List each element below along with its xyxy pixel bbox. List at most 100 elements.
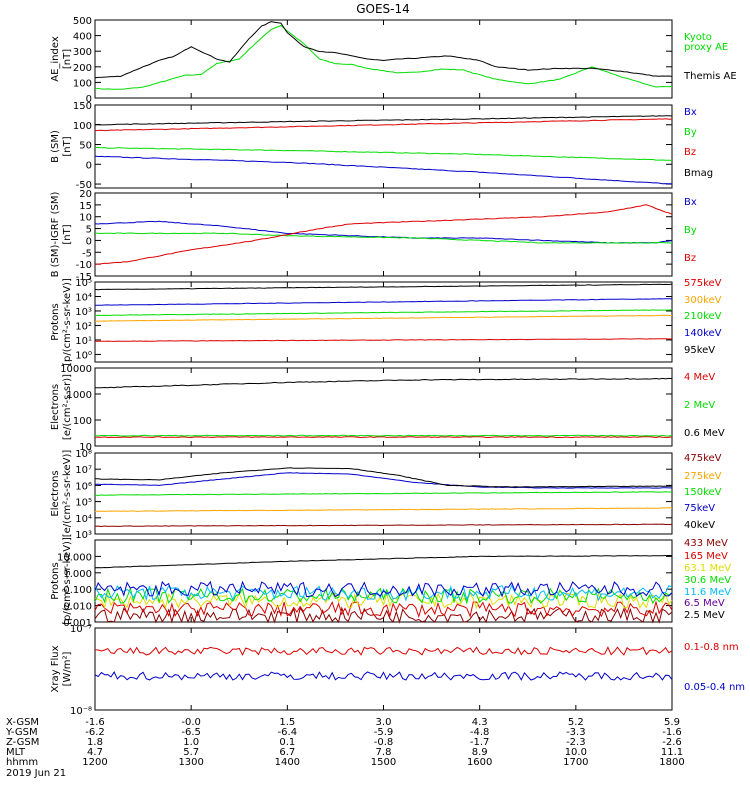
y-tick-label: 50 bbox=[79, 141, 92, 152]
legend-label: 433 MeV bbox=[684, 538, 728, 549]
y-axis-unit: [nT] bbox=[62, 224, 73, 244]
series-protons1-4 bbox=[94, 283, 673, 291]
legend-label: 11.6 MeV bbox=[684, 587, 731, 598]
series-bigrf-1 bbox=[94, 232, 672, 244]
y-tick-label: 10⁶ bbox=[75, 481, 92, 492]
x-row-value: 1600 bbox=[467, 757, 492, 768]
y-axis-label: Electrons bbox=[50, 384, 61, 430]
y-tick-label: 10⁴ bbox=[75, 514, 92, 525]
legend-label: 0.05-0.4 nm bbox=[684, 682, 745, 693]
y-axis-label: Protons bbox=[50, 562, 61, 599]
y-tick-label: 10 bbox=[79, 213, 92, 224]
y-tick-label: 10⁵ bbox=[75, 498, 92, 509]
legend-label: proxy AE bbox=[684, 42, 728, 53]
series-protons2-6 bbox=[94, 555, 673, 569]
legend-label: 275keV bbox=[684, 471, 722, 482]
legend-label: 165 MeV bbox=[684, 551, 728, 562]
y-tick-label: -15 bbox=[76, 272, 92, 283]
series-protons1-2 bbox=[94, 309, 673, 316]
legend-label: 40keV bbox=[684, 520, 715, 531]
x-row-value: 1700 bbox=[563, 757, 588, 768]
series-electrons2-0 bbox=[94, 523, 673, 528]
series-electrons1-1 bbox=[94, 434, 673, 437]
panel-frame-ae bbox=[94, 19, 673, 99]
legend-label: 0.6 MeV bbox=[684, 428, 725, 439]
x-row-value: -6.2 bbox=[85, 727, 105, 738]
panel-frame-protons2 bbox=[94, 539, 673, 623]
y-axis-unit: [p/(cm²-s-sr-keV)] bbox=[62, 278, 73, 366]
series-electrons2-1 bbox=[94, 507, 673, 512]
y-tick-label: 10³ bbox=[75, 307, 92, 318]
x-row-name: X-GSM bbox=[6, 717, 39, 728]
y-tick-label: 10¹ bbox=[75, 336, 92, 347]
legend-label: 150keV bbox=[684, 487, 722, 498]
x-row-value: 5.7 bbox=[183, 747, 199, 758]
legend-label: 6.5 MeV bbox=[684, 598, 725, 609]
series-bigrf-2 bbox=[94, 204, 673, 265]
y-axis-label: Electrons bbox=[50, 470, 61, 516]
y-tick-label: 100 bbox=[73, 121, 92, 132]
legend-label: 95keV bbox=[684, 345, 715, 356]
legend-label: Themis AE bbox=[683, 71, 737, 82]
legend-label: 75keV bbox=[684, 503, 715, 514]
x-row-value: -0.0 bbox=[181, 717, 201, 728]
y-tick-label: -5 bbox=[82, 248, 92, 259]
legend-label: Bx bbox=[684, 197, 697, 208]
series-protons2-3 bbox=[94, 586, 673, 605]
series-protons2-5 bbox=[94, 580, 673, 598]
y-tick-label: 0 bbox=[86, 94, 92, 105]
x-row-value: 10.0 bbox=[565, 747, 587, 758]
y-axis-unit: [nT] bbox=[62, 49, 73, 69]
y-axis-label: AE_index bbox=[50, 36, 61, 82]
series-bsm-2 bbox=[94, 118, 673, 132]
panel-frame-xray bbox=[94, 627, 673, 711]
y-tick-label: 1.000 bbox=[63, 569, 92, 580]
series-protons1-3 bbox=[94, 298, 673, 306]
x-row-value: 1400 bbox=[275, 757, 300, 768]
series-xray-0 bbox=[94, 646, 673, 656]
y-tick-label: -50 bbox=[76, 180, 92, 191]
y-axis-unit: [W/m²] bbox=[62, 651, 73, 686]
y-tick-label: 100 bbox=[73, 78, 92, 89]
y-axis-label: Xray Flux bbox=[50, 645, 61, 692]
x-row-value: 1500 bbox=[371, 757, 396, 768]
y-tick-label: 200 bbox=[73, 63, 92, 74]
series-electrons2-3 bbox=[95, 472, 672, 489]
x-row-value: 8.9 bbox=[472, 747, 488, 758]
x-row-value: -0.8 bbox=[374, 737, 394, 748]
y-tick-label: 0.100 bbox=[63, 585, 92, 596]
x-row-value: 5.2 bbox=[568, 717, 584, 728]
y-tick-label: 10⁰ bbox=[75, 350, 92, 361]
y-tick-label: 10⁻⁸ bbox=[70, 706, 92, 717]
x-row-value: 1.5 bbox=[279, 717, 295, 728]
x-row-value: 7.8 bbox=[376, 747, 392, 758]
y-axis-unit: [p/(cm²-s-sr-keV)] bbox=[62, 537, 73, 625]
series-ae-1 bbox=[94, 21, 673, 79]
y-axis-label: B (SM) bbox=[50, 130, 61, 163]
legend-label: 0.1-0.8 nm bbox=[684, 642, 739, 653]
y-tick-label: 10⁴ bbox=[75, 292, 92, 303]
y-tick-label: -10 bbox=[76, 260, 92, 271]
y-tick-label: 10⁻⁷ bbox=[70, 624, 92, 635]
y-tick-label: 150 bbox=[73, 101, 92, 112]
legend-label: By bbox=[684, 225, 697, 236]
legend-label: Bz bbox=[684, 147, 696, 158]
x-row-value: 6.7 bbox=[279, 747, 295, 758]
x-row-value: -4.8 bbox=[470, 727, 490, 738]
legend-label: Kyoto bbox=[684, 32, 712, 43]
x-row-value: 1.8 bbox=[87, 737, 103, 748]
series-electrons2-2 bbox=[94, 491, 672, 496]
legend-label: By bbox=[684, 127, 697, 138]
series-electrons2-4 bbox=[95, 467, 673, 488]
x-row-value: -6.5 bbox=[181, 727, 201, 738]
x-row-value: -2.3 bbox=[566, 737, 586, 748]
series-electrons1-0 bbox=[94, 436, 673, 439]
y-tick-label: 0 bbox=[86, 160, 92, 171]
chart-title: GOES-14 bbox=[356, 2, 410, 16]
panel-frame-protons1 bbox=[94, 281, 673, 363]
y-tick-label: 500 bbox=[73, 16, 92, 27]
legend-label: Bx bbox=[684, 107, 697, 118]
legend-label: 140keV bbox=[684, 328, 722, 339]
y-tick-label: 0.010 bbox=[63, 602, 92, 613]
